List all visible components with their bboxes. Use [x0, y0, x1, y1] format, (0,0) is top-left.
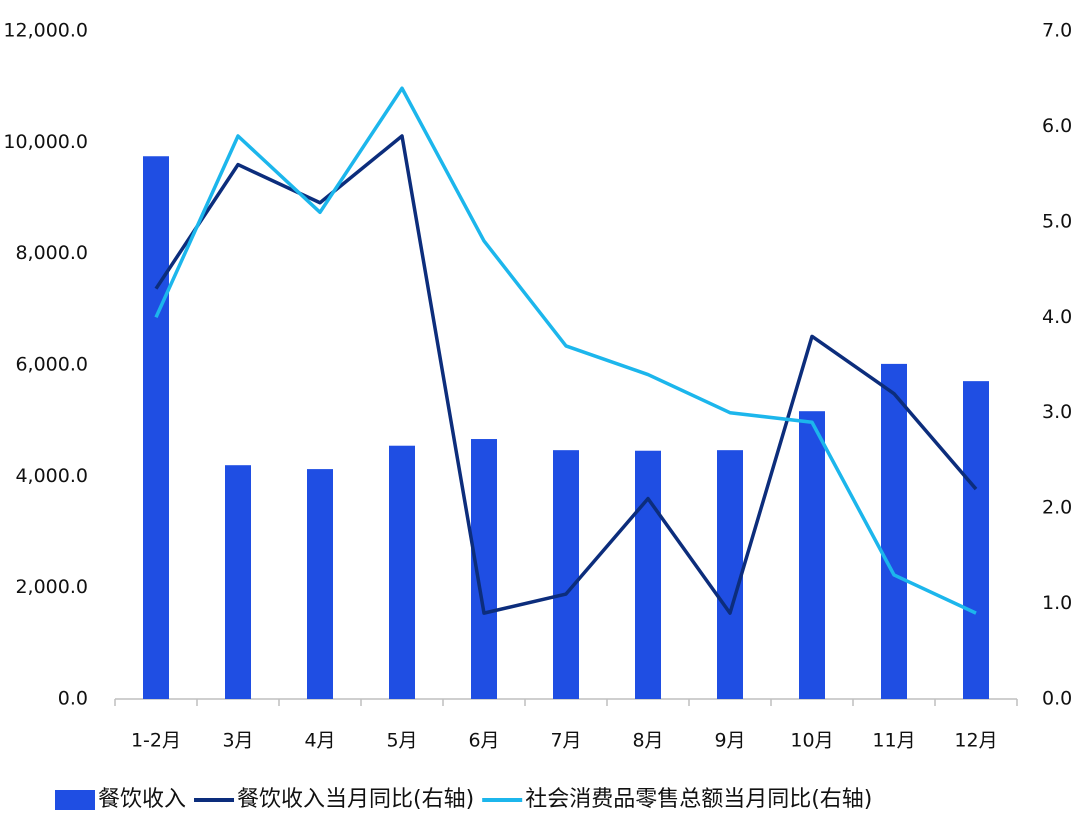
- x-tick-label: 5月: [386, 730, 417, 752]
- y-tick-label: 4,000.0: [15, 465, 88, 487]
- y-tick-label: 6,000.0: [15, 354, 88, 376]
- x-tick-label: 10月: [790, 730, 833, 752]
- bar: [717, 450, 743, 699]
- x-tick-label: 9月: [714, 730, 745, 752]
- legend-swatch: [55, 790, 95, 810]
- y2-tick-label: 1.0: [1042, 592, 1072, 614]
- y-tick-label: 2,000.0: [15, 576, 88, 598]
- bar: [799, 411, 825, 699]
- bar: [963, 381, 989, 699]
- y2-tick-label: 3.0: [1042, 401, 1072, 423]
- bar: [143, 156, 169, 699]
- x-tick-label: 1-2月: [131, 730, 181, 752]
- bar: [635, 450, 661, 699]
- y2-tick-label: 5.0: [1042, 210, 1072, 232]
- y2-tick-label: 2.0: [1042, 497, 1072, 519]
- legend-label: 餐饮收入当月同比(右轴): [237, 787, 474, 812]
- bar: [307, 469, 333, 699]
- y-tick-label: 0.0: [58, 688, 88, 710]
- y2-tick-label: 7.0: [1042, 20, 1072, 42]
- x-tick-label: 8月: [632, 730, 663, 752]
- x-tick-label: 3月: [222, 730, 253, 752]
- x-tick-label: 4月: [304, 730, 335, 752]
- y2-tick-label: 0.0: [1042, 688, 1072, 710]
- y-tick-label: 12,000.0: [3, 20, 88, 42]
- line: [154, 134, 978, 615]
- y-tick-label: 10,000.0: [3, 131, 88, 153]
- line: [154, 86, 977, 615]
- x-tick-label: 12月: [954, 730, 997, 752]
- bar: [881, 363, 907, 699]
- y2-tick-label: 4.0: [1042, 306, 1072, 328]
- bar: [553, 450, 579, 699]
- x-tick-label: 7月: [550, 730, 581, 752]
- bar: [389, 445, 415, 699]
- bar: [225, 465, 251, 699]
- y-tick-label: 8,000.0: [15, 242, 88, 264]
- y2-tick-label: 6.0: [1042, 115, 1072, 137]
- x-tick-label: 6月: [468, 730, 499, 752]
- legend-label: 餐饮收入: [98, 787, 186, 812]
- x-tick-label: 11月: [872, 730, 915, 752]
- legend-label: 社会消费品零售总额当月同比(右轴): [525, 787, 872, 812]
